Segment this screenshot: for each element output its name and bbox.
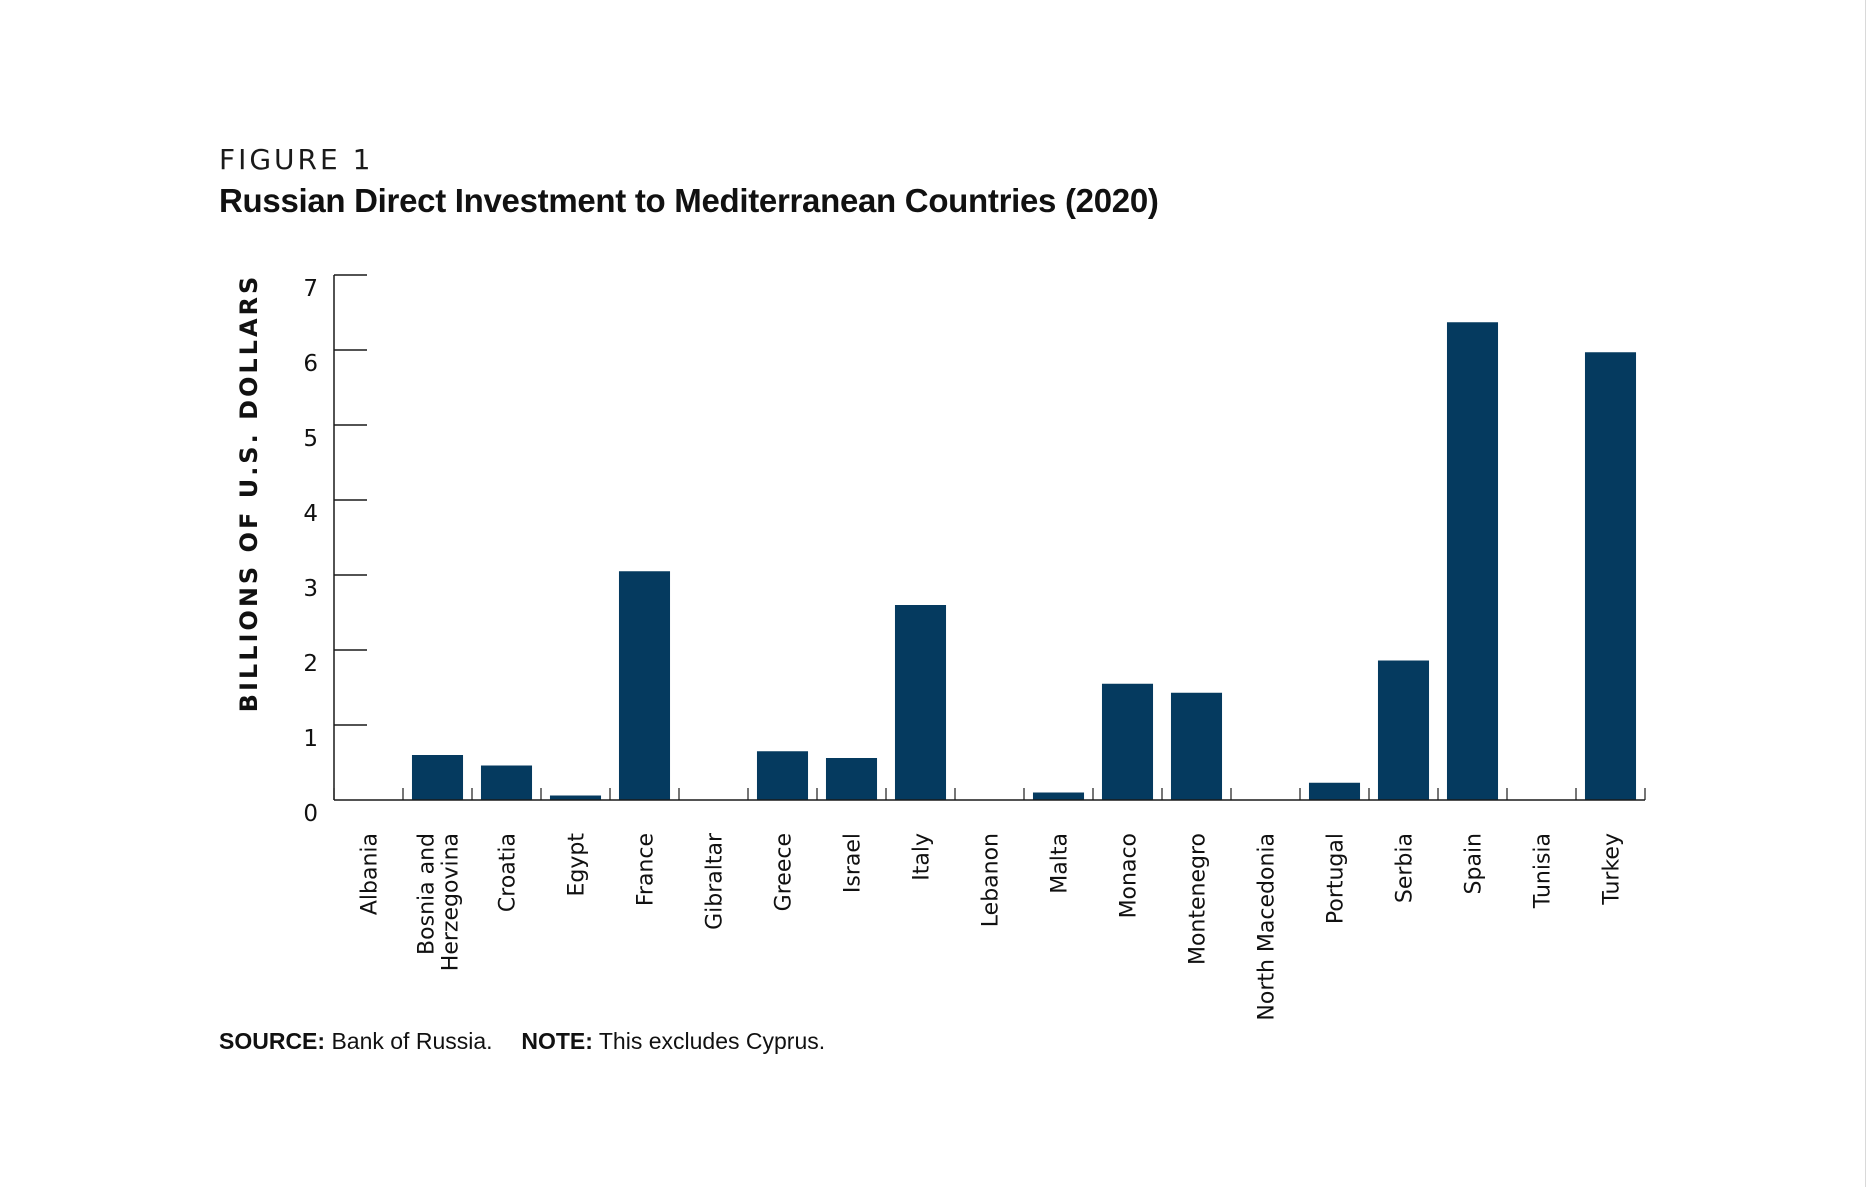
x-tick-label: Italy xyxy=(910,833,935,881)
figure-number: FIGURE 1 xyxy=(219,143,374,176)
y-tick-label: 0 xyxy=(303,801,318,827)
chart-title: Russian Direct Investment to Mediterrane… xyxy=(219,182,1159,219)
x-tick-label: Montenegro xyxy=(1186,833,1211,965)
bar xyxy=(1032,792,1085,800)
note-label: NOTE: xyxy=(521,1028,593,1054)
x-tick-label: Malta xyxy=(1048,833,1073,894)
x-tick-label: Spain xyxy=(1462,833,1487,894)
bar xyxy=(894,605,947,800)
bar xyxy=(1446,322,1499,800)
source-text: Bank of Russia. xyxy=(331,1028,493,1054)
chart-footer: SOURCE: Bank of Russia. NOTE: This exclu… xyxy=(219,1028,825,1055)
y-axis: 0 1 2 3 4 5 6 7 xyxy=(303,274,367,827)
bar xyxy=(618,571,671,800)
bar xyxy=(549,795,602,800)
bar xyxy=(1584,352,1637,800)
y-tick-label: 5 xyxy=(303,426,318,452)
bar xyxy=(756,751,809,800)
x-tick-label: Gibraltar xyxy=(703,832,728,930)
bar xyxy=(480,765,533,800)
x-tick-label: Egypt xyxy=(565,833,590,897)
x-tick-label: North Macedonia xyxy=(1255,833,1280,1021)
bar xyxy=(1377,660,1430,800)
bar xyxy=(1170,692,1223,800)
y-tick-label: 4 xyxy=(303,501,318,527)
x-tick-label: Croatia xyxy=(496,833,521,912)
bar xyxy=(1308,782,1361,800)
bar xyxy=(411,755,464,800)
x-tick-label: France xyxy=(634,833,659,906)
x-tick-label: Lebanon xyxy=(979,833,1004,927)
bar xyxy=(825,758,878,800)
x-axis: Albania Bosnia and Herzegovina Croatia Egypt… xyxy=(333,788,1646,1021)
x-tick-label: Greece xyxy=(772,833,797,911)
y-tick-label: 1 xyxy=(303,726,318,752)
bar xyxy=(1101,683,1154,800)
x-tick-label: Herzegovina xyxy=(439,833,464,971)
x-tick-label: Turkey xyxy=(1600,833,1625,906)
x-tick-label: Portugal xyxy=(1324,833,1349,924)
x-tick-label: Tunisia xyxy=(1531,833,1556,909)
x-tick-label: Bosnia and xyxy=(415,833,440,955)
source-label: SOURCE: xyxy=(219,1028,326,1054)
page-edge-rule xyxy=(1865,0,1866,1187)
x-tick-label: Serbia xyxy=(1393,833,1418,903)
x-tick-label: Monaco xyxy=(1117,833,1142,918)
x-tick-label: Israel xyxy=(841,833,866,893)
x-tick-label: Albania xyxy=(358,833,383,915)
note-text: This excludes Cyprus. xyxy=(598,1028,826,1054)
y-tick-label: 6 xyxy=(303,351,318,377)
bars xyxy=(411,322,1637,800)
y-tick-label: 7 xyxy=(303,276,318,302)
y-tick-label: 3 xyxy=(303,576,318,602)
y-tick-label: 2 xyxy=(303,651,318,677)
y-axis-label: BILLIONS OF U.S. DOLLARS xyxy=(235,274,263,713)
